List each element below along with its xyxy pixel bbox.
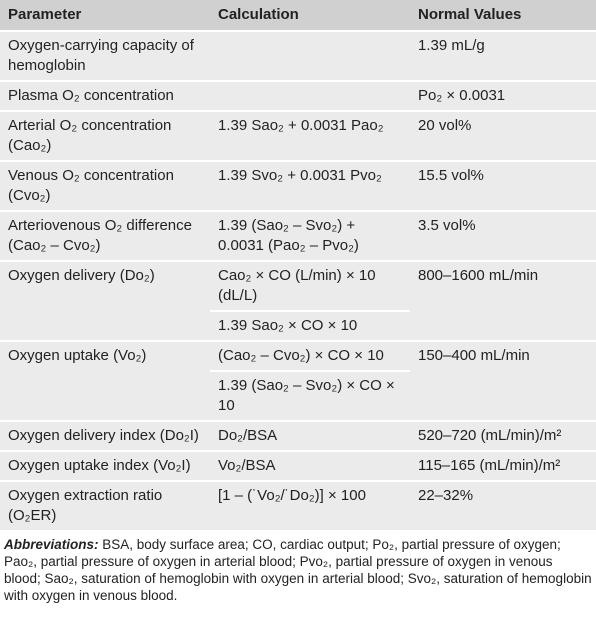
parameter: Oxygen uptake index (Vo₂I) [8, 457, 191, 474]
parameter-cell: Arterial O₂ concentration (Cao₂) [0, 110, 210, 161]
calculation-cell: [1 – (˙Vo₂/˙Do₂)] × 100 [210, 480, 410, 530]
footnote-text: BSA, body surface area; CO, cardiac outp… [4, 537, 592, 603]
parameter-cell: Plasma O₂ concentration [0, 80, 210, 111]
calculation [210, 82, 410, 90]
table-row: Plasma O₂ concentration Po₂ × 0.0031 [0, 80, 596, 111]
parameter-cell: Oxygen delivery index (Do₂I) [0, 420, 210, 451]
calculation: (Cao₂ – Cvo₂) × CO × 10 [218, 347, 384, 364]
normal-cell: 15.5 vol% [410, 160, 596, 211]
normal-cell: 800–1600 mL/min [410, 260, 596, 341]
calculation-cell: Do₂/BSA [210, 420, 410, 451]
calculation: Do₂/BSA [218, 427, 278, 444]
table-row: Venous O₂ concentration (Cvo₂) 1.39 Svo₂ … [0, 160, 596, 211]
calculation: 1.39 Svo₂ + 0.0031 Pvo₂ [218, 167, 382, 184]
normal-cell: 20 vol% [410, 110, 596, 161]
normal-value: 22–32% [418, 487, 474, 504]
calculation-cell: 1.39 Svo₂ + 0.0031 Pvo₂ [210, 160, 410, 211]
calculation: [1 – (˙Vo₂/˙Do₂)] × 100 [218, 487, 366, 504]
normal-cell: Po₂ × 0.0031 [410, 80, 596, 111]
parameter: Arteriovenous O₂ difference (Cao₂ – Cvo₂… [8, 217, 192, 254]
table-row: Oxygen uptake (Vo₂) (Cao₂ – Cvo₂) × CO × … [0, 340, 596, 421]
normal-value: 20 vol% [418, 117, 472, 134]
parameter-cell: Venous O₂ concentration (Cvo₂) [0, 160, 210, 211]
footnote-label: Abbreviations: [4, 537, 99, 552]
calculation-cell: Vo₂/BSA [210, 450, 410, 481]
normal-cell: 3.5 vol% [410, 210, 596, 261]
calculation-cell: (Cao₂ – Cvo₂) × CO × 10 1.39 (Sao₂ – Svo₂… [210, 340, 410, 421]
parameter: Plasma O₂ concentration [8, 87, 174, 104]
normal-value: Po₂ × 0.0031 [418, 87, 506, 104]
parameter: Oxygen extraction ratio (O₂ER) [8, 487, 163, 524]
table-row: Arteriovenous O₂ difference (Cao₂ – Cvo₂… [0, 210, 596, 261]
normal-value: 800–1600 mL/min [418, 267, 539, 284]
parameter: Venous O₂ concentration (Cvo₂) [8, 167, 174, 204]
calculation-cell: Cao₂ × CO (L/min) × 10 (dL/L) 1.39 Sao₂ ×… [210, 260, 410, 341]
table-row: Oxygen extraction ratio (O₂ER) [1 – (˙Vo₂… [0, 480, 596, 530]
calculation [210, 32, 410, 40]
normal-value: 520–720 (mL/min)/m² [418, 427, 562, 444]
parameter: Oxygen delivery (Do₂) [8, 267, 155, 284]
normal-cell: 520–720 (mL/min)/m² [410, 420, 596, 451]
normal-cell: 22–32% [410, 480, 596, 530]
calculation-cell: 1.39 Sao₂ + 0.0031 Pao₂ [210, 110, 410, 161]
normal-cell: 1.39 mL/g [410, 30, 596, 81]
parameter-cell: Oxygen delivery (Do₂) [0, 260, 210, 341]
calculation: 1.39 Sao₂ + 0.0031 Pao₂ [218, 117, 384, 134]
calculation: 1.39 Sao₂ × CO × 10 [210, 310, 410, 340]
calculation: Vo₂/BSA [218, 457, 276, 474]
normal-value: 115–165 (mL/min)/m² [418, 457, 561, 474]
parameter-cell: Oxygen uptake index (Vo₂I) [0, 450, 210, 481]
header-cell: Normal Values [410, 0, 596, 31]
parameter: Arterial O₂ concentration (Cao₂) [8, 117, 172, 154]
calculation-cell: 1.39 (Sao₂ – Svo₂) + 0.0031 (Pao₂ – Pvo₂… [210, 210, 410, 261]
table-row: Oxygen-carrying capacity of hemoglobin 1.… [0, 30, 596, 81]
normal-value: 3.5 vol% [418, 217, 476, 234]
normal-cell: 115–165 (mL/min)/m² [410, 450, 596, 481]
calculation: 1.39 (Sao₂ – Svo₂) + 0.0031 (Pao₂ – Pvo₂… [218, 217, 359, 254]
normal-value: 150–400 mL/min [418, 347, 530, 364]
table-row: Oxygen delivery (Do₂) Cao₂ × CO (L/min) ×… [0, 260, 596, 341]
normal-value: 1.39 mL/g [418, 37, 485, 54]
table: Parameter Calculation Normal Values Oxyg… [0, 0, 596, 530]
calculation: 1.39 (Sao₂ – Svo₂) × CO × 10 [210, 370, 410, 420]
table-row: Oxygen uptake index (Vo₂I) Vo₂/BSA 115–165… [0, 450, 596, 481]
calculation-cell [210, 30, 410, 81]
header-cell: Calculation [210, 0, 410, 31]
table-body: Oxygen-carrying capacity of hemoglobin 1.… [0, 30, 596, 530]
parameter-cell: Oxygen uptake (Vo₂) [0, 340, 210, 421]
normal-value: 15.5 vol% [418, 167, 484, 184]
calculation-cell [210, 80, 410, 111]
header-row: Parameter Calculation Normal Values [0, 0, 596, 31]
normal-cell: 150–400 mL/min [410, 340, 596, 421]
parameter: Oxygen-carrying capacity of hemoglobin [8, 37, 194, 74]
parameter: Oxygen delivery index (Do₂I) [8, 427, 199, 444]
table-row: Oxygen delivery index (Do₂I) Do₂/BSA 520–7… [0, 420, 596, 451]
header-cell: Parameter [0, 0, 210, 31]
calculation: Cao₂ × CO (L/min) × 10 (dL/L) [218, 267, 376, 304]
parameter-cell: Oxygen-carrying capacity of hemoglobin [0, 30, 210, 81]
parameter-cell: Arteriovenous O₂ difference (Cao₂ – Cvo₂… [0, 210, 210, 261]
table-row: Arterial O₂ concentration (Cao₂) 1.39 Sao… [0, 110, 596, 161]
parameter-cell: Oxygen extraction ratio (O₂ER) [0, 480, 210, 530]
footnote: Abbreviations: BSA, body surface area; C… [0, 530, 596, 604]
parameter: Oxygen uptake (Vo₂) [8, 347, 147, 364]
